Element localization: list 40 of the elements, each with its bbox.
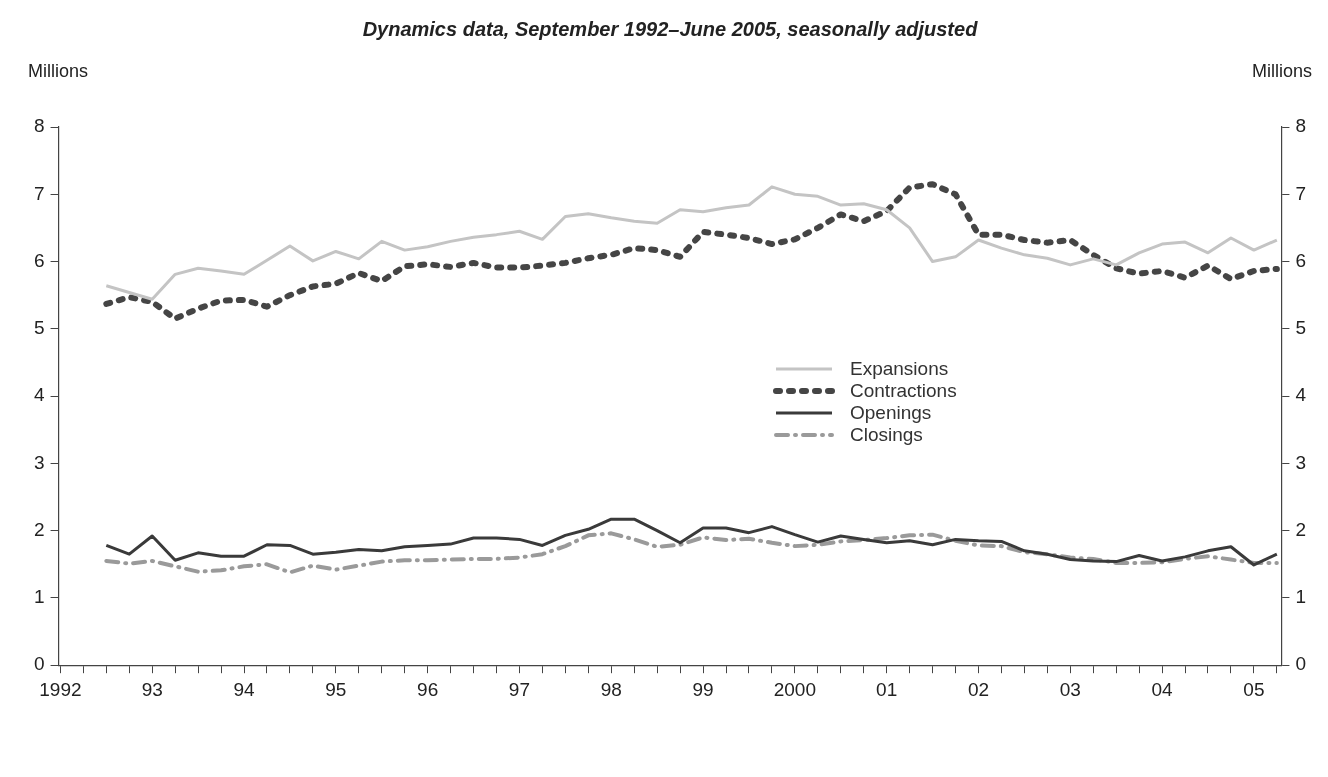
- y-tick-label: 6: [33, 249, 45, 271]
- y-tick-label: 4: [33, 384, 45, 406]
- y-tick-label: 7: [33, 182, 45, 204]
- y2-tick-label: 6: [1295, 249, 1307, 271]
- y2-tick-label: 8: [1295, 115, 1307, 137]
- x-tick-label: 2000: [773, 678, 816, 700]
- x-tick-label: 95: [325, 678, 347, 700]
- x-tick-label: 97: [508, 678, 531, 700]
- y-tick-label: 3: [33, 451, 45, 473]
- y-tick-label: 1: [33, 586, 45, 608]
- legend-label: Openings: [850, 402, 932, 424]
- x-tick-label: 03: [1059, 678, 1081, 700]
- y-axis-title: Millions: [28, 60, 89, 81]
- y-tick-label: 5: [33, 317, 45, 339]
- y-tick-label: 2: [33, 518, 45, 540]
- x-tick-label: 96: [417, 678, 439, 700]
- x-tick-label: 05: [1243, 678, 1265, 700]
- y2-tick-label: 7: [1295, 182, 1307, 204]
- x-tick-label: 02: [967, 678, 990, 700]
- legend-label: Contractions: [850, 380, 957, 402]
- y2-axis-title: Millions: [1251, 60, 1312, 81]
- x-tick-label: 99: [692, 678, 714, 700]
- x-tick-label: 93: [141, 678, 163, 700]
- y2-tick-label: 4: [1295, 384, 1307, 406]
- y2-tick-label: 5: [1295, 317, 1307, 339]
- y-tick-label: 8: [33, 115, 45, 137]
- legend-label: Expansions: [850, 358, 949, 380]
- y2-tick-label: 1: [1295, 586, 1307, 608]
- y2-tick-label: 3: [1295, 451, 1307, 473]
- y-tick-label: 0: [33, 653, 45, 675]
- x-tick-label: 04: [1151, 678, 1174, 700]
- x-tick-label: 98: [600, 678, 622, 700]
- x-tick-label: 01: [876, 678, 898, 700]
- x-tick-label: 1992: [39, 678, 82, 700]
- legend-label: Closings: [850, 424, 923, 446]
- line-series: [104, 531, 1279, 575]
- chart-title: Dynamics data, September 1992–June 2005, seasonally adjusted: [362, 17, 979, 40]
- y2-tick-label: 2: [1295, 518, 1307, 540]
- y2-tick-label: 0: [1295, 653, 1307, 675]
- x-tick-label: 94: [233, 678, 256, 700]
